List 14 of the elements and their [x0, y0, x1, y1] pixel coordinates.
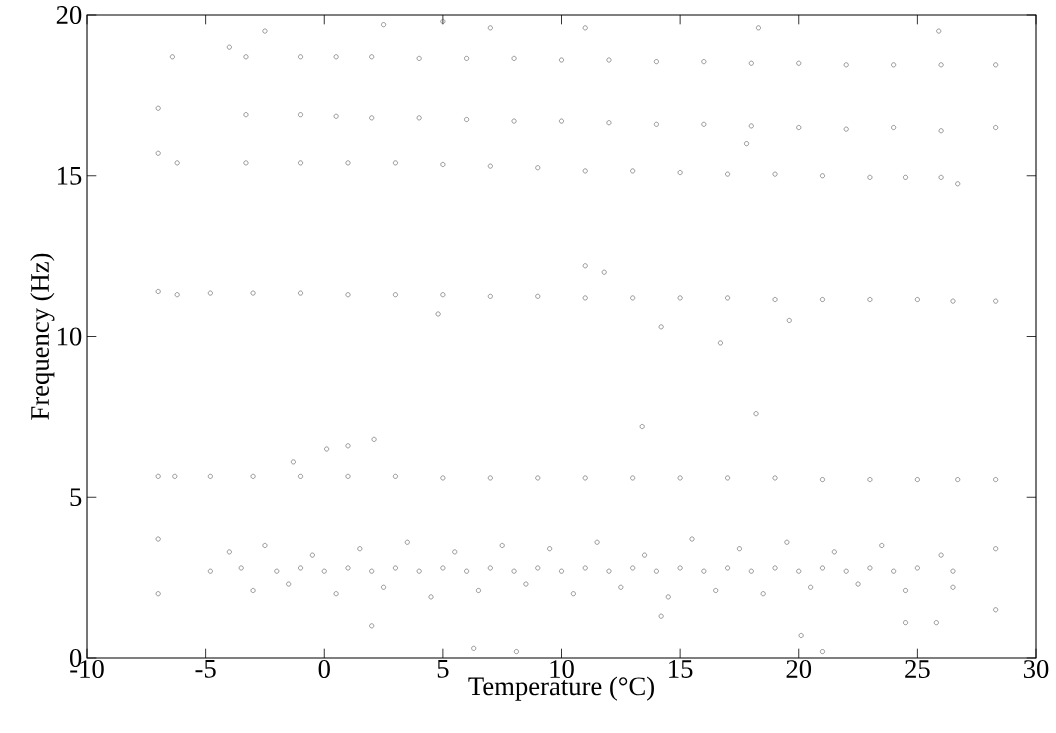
y-tick-label: 10: [57, 327, 82, 346]
x-tick-label: 5: [437, 659, 449, 678]
y-tick-label: 20: [56, 5, 82, 24]
x-tick-label: 20: [786, 659, 812, 678]
y-tick-label: 5: [70, 488, 82, 506]
x-tick-label: -5: [195, 659, 216, 678]
x-tick-label: 0: [318, 659, 330, 678]
x-axis-title: Temperature (°C): [468, 676, 654, 701]
y-axis-title: Frequency (Hz): [30, 253, 55, 420]
x-tick-label: 10: [550, 659, 574, 678]
x-tick-label: 30: [1023, 659, 1049, 678]
x-tick-label: 25: [905, 659, 930, 678]
y-tick-label: 15: [57, 166, 82, 185]
x-tick-label: 15: [669, 659, 693, 678]
